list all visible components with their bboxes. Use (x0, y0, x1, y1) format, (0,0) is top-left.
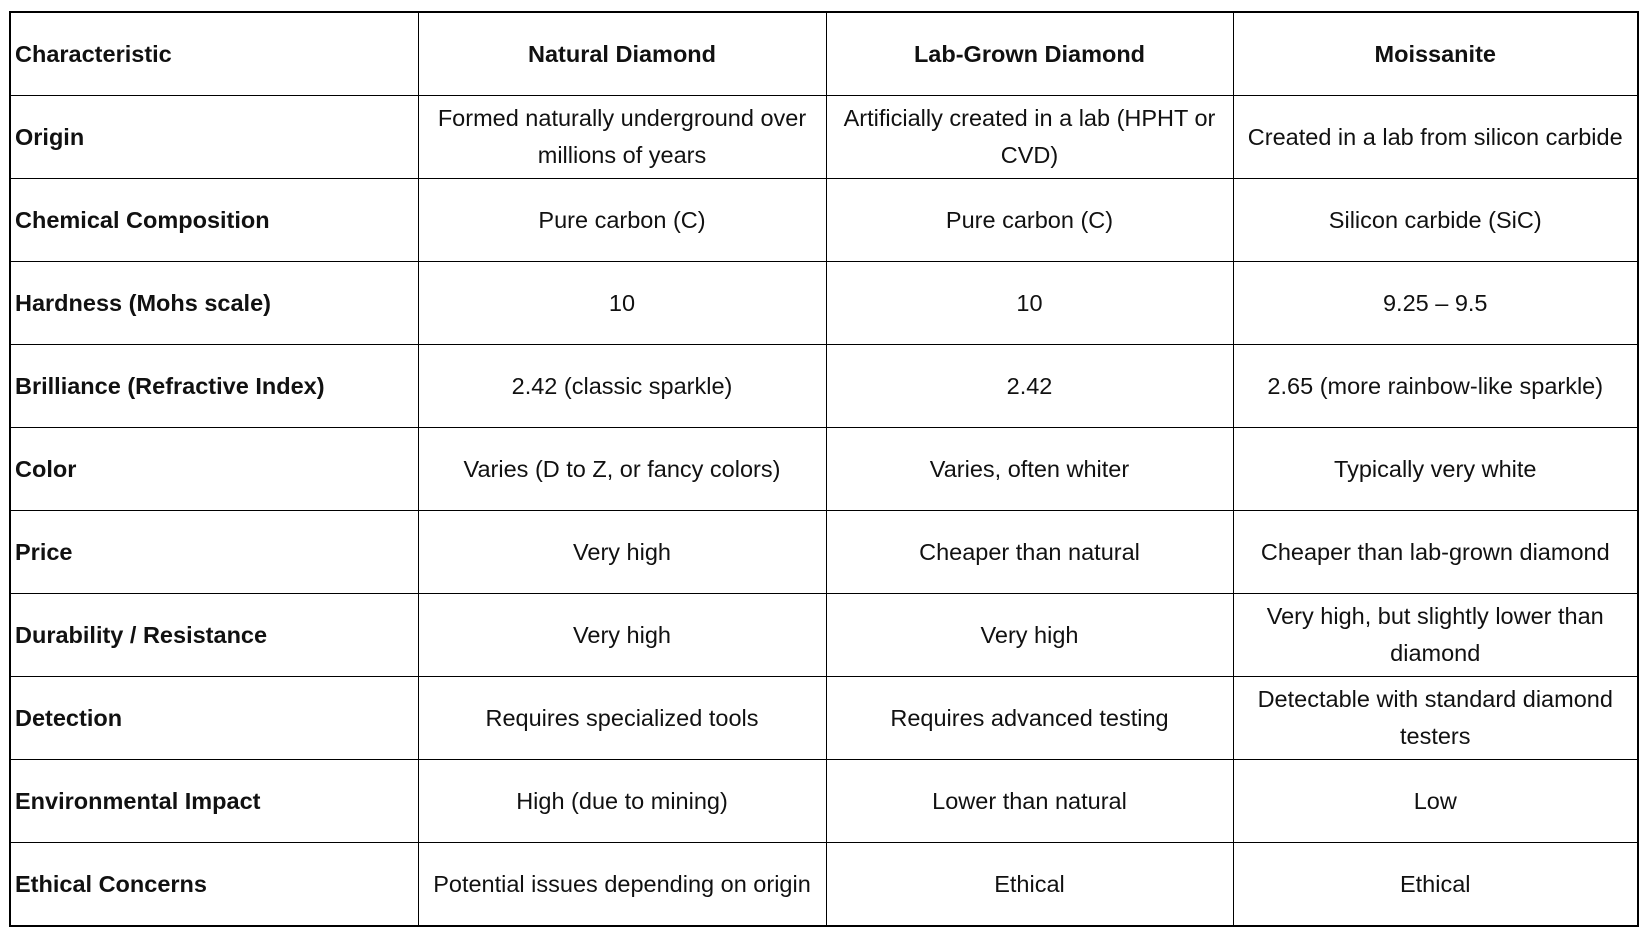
table-row: Brilliance (Refractive Index) 2.42 (class… (9, 344, 1639, 428)
table-cell: Very high (417, 593, 827, 677)
header-row: Characteristic Natural Diamond Lab-Grown D… (9, 11, 1639, 96)
table-cell: Lower than natural (825, 759, 1234, 843)
row-label: Hardness (Mohs scale) (9, 261, 419, 345)
table-row: Price Very high Cheaper than natural Cheape… (9, 510, 1639, 594)
table-cell: Requires advanced testing (825, 676, 1234, 760)
table-cell: Pure carbon (C) (417, 178, 827, 262)
table-cell: 2.65 (more rainbow-like sparkle) (1232, 344, 1639, 428)
table-cell: Formed naturally underground over millio… (417, 95, 827, 179)
row-label: Ethical Concerns (9, 842, 419, 927)
table-cell: High (due to mining) (417, 759, 827, 843)
row-label: Price (9, 510, 419, 594)
table-row: Ethical Concerns Potential issues dependi… (9, 842, 1639, 927)
table-cell: Created in a lab from silicon carbide (1232, 95, 1639, 179)
comparison-table: Characteristic Natural Diamond Lab-Grown D… (9, 11, 1639, 927)
row-label: Color (9, 427, 419, 511)
table-cell: Very high (417, 510, 827, 594)
row-label: Durability / Resistance (9, 593, 419, 677)
column-header: Lab-Grown Diamond (825, 11, 1234, 96)
table-cell: Pure carbon (C) (825, 178, 1234, 262)
column-header: Moissanite (1232, 11, 1639, 96)
table-cell: Ethical (1232, 842, 1639, 927)
table-cell: Low (1232, 759, 1639, 843)
table-row: Chemical Composition Pure carbon (C) Pure … (9, 178, 1639, 262)
table-cell: Cheaper than lab-grown diamond (1232, 510, 1639, 594)
table-cell: Varies, often whiter (825, 427, 1234, 511)
table-cell: Potential issues depending on origin (417, 842, 827, 927)
column-header: Characteristic (9, 11, 419, 96)
row-label: Detection (9, 676, 419, 760)
table-row: Detection Requires specialized tools Requi… (9, 676, 1639, 760)
table-cell: 10 (825, 261, 1234, 345)
table-row: Color Varies (D to Z, or fancy colors) Var… (9, 427, 1639, 511)
table-cell: 10 (417, 261, 827, 345)
table-cell: Artificially created in a lab (HPHT or C… (825, 95, 1234, 179)
table-row: Durability / Resistance Very high Very hig… (9, 593, 1639, 677)
table-cell: Detectable with standard diamond testers (1232, 676, 1639, 760)
row-label: Brilliance (Refractive Index) (9, 344, 419, 428)
column-header: Natural Diamond (417, 11, 827, 96)
table-cell: Very high, but slightly lower than diamo… (1232, 593, 1639, 677)
table-cell: 2.42 (classic sparkle) (417, 344, 827, 428)
row-label: Environmental Impact (9, 759, 419, 843)
table-row: Environmental Impact High (due to mining)… (9, 759, 1639, 843)
table-cell: Requires specialized tools (417, 676, 827, 760)
row-label: Origin (9, 95, 419, 179)
table-cell: 9.25 – 9.5 (1232, 261, 1639, 345)
table-cell: Very high (825, 593, 1234, 677)
table-cell: Ethical (825, 842, 1234, 927)
table-cell: Silicon carbide (SiC) (1232, 178, 1639, 262)
table-cell: Typically very white (1232, 427, 1639, 511)
table-cell: Cheaper than natural (825, 510, 1234, 594)
table-cell: Varies (D to Z, or fancy colors) (417, 427, 827, 511)
row-label: Chemical Composition (9, 178, 419, 262)
table-cell: 2.42 (825, 344, 1234, 428)
table-row: Origin Formed naturally underground over … (9, 95, 1639, 179)
table-row: Hardness (Mohs scale) 10 10 9.25 – 9.5 (9, 261, 1639, 345)
